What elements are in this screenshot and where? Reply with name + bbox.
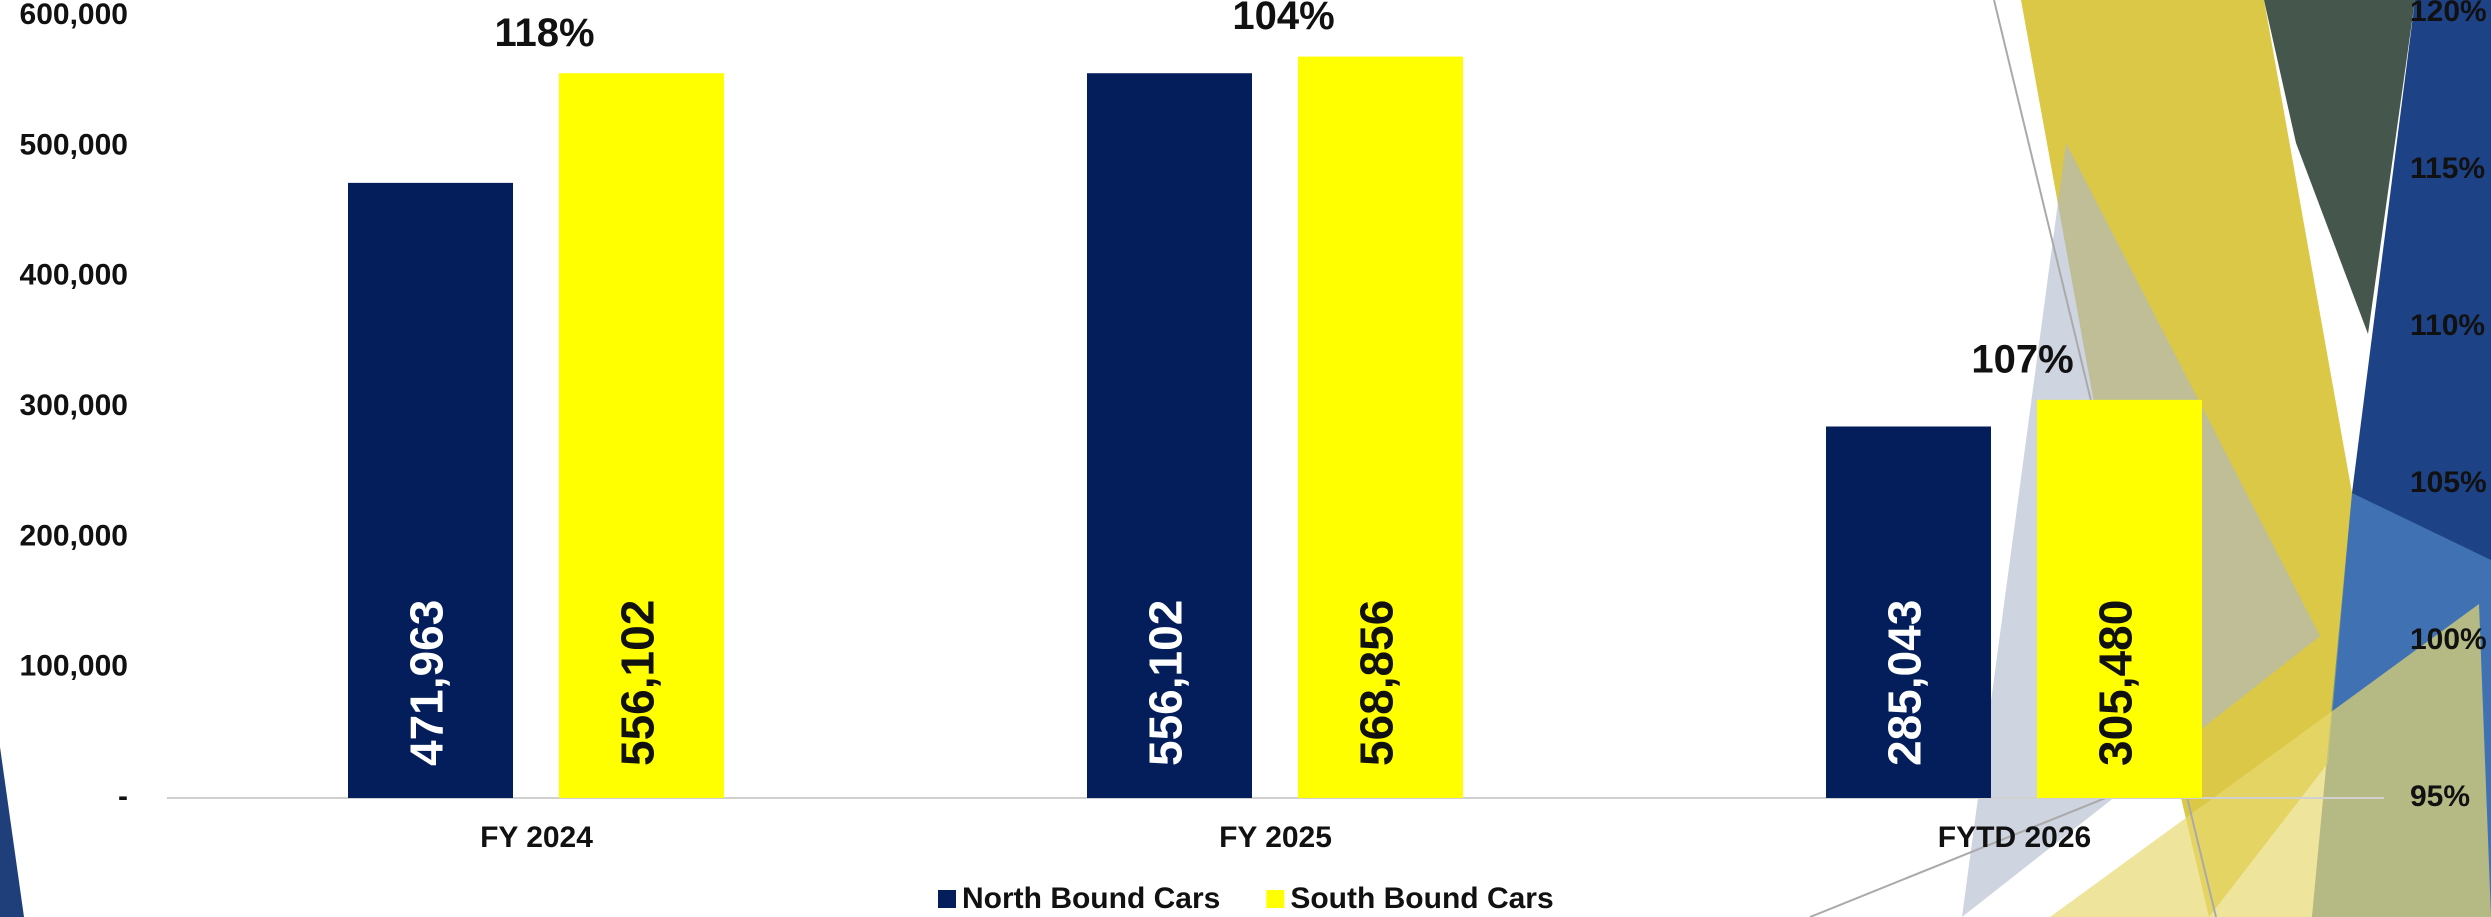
bar <box>1298 56 1463 799</box>
value-label: 305,480 <box>2090 600 2142 766</box>
bar <box>2037 399 2202 798</box>
legend-swatch <box>1266 890 1285 908</box>
x-tick-label: FY 2025 <box>1219 821 1332 854</box>
bar <box>348 182 513 799</box>
legend-label: South Bound Cars <box>1290 882 1553 915</box>
value-label: 568,856 <box>1351 600 1403 766</box>
legend-swatch <box>938 890 956 908</box>
bar <box>1087 73 1252 798</box>
y-tick-label: - <box>118 780 128 813</box>
y-tick-label: 200,000 <box>20 519 128 552</box>
y-tick-label: 400,000 <box>20 259 128 292</box>
bar <box>559 73 724 798</box>
y-tick-label: 600,000 <box>20 0 128 31</box>
value-label: 556,102 <box>612 600 664 766</box>
y2-tick-label: 100% <box>2410 623 2487 656</box>
y2-tick-label: 95% <box>2410 780 2470 813</box>
y2-tick-label: 105% <box>2410 466 2487 499</box>
ratio-label: 104% <box>1232 0 1334 38</box>
plot: - 100,000 200,000 300,000 400,000 500,000 600,… <box>20 0 2487 915</box>
x-tick-label: FYTD 2026 <box>1938 821 2091 854</box>
y-tick-label: 100,000 <box>20 650 128 683</box>
x-tick-label: FY 2024 <box>480 821 593 854</box>
bar <box>1826 426 1991 798</box>
y2-tick-label: 115% <box>2410 152 2485 185</box>
y-tick-label: 500,000 <box>20 128 128 161</box>
legend-label: North Bound Cars <box>962 882 1220 915</box>
value-label: 471,963 <box>401 600 453 766</box>
value-label: 556,102 <box>1140 600 1192 766</box>
ratio-label: 118% <box>494 11 594 55</box>
y2-tick-label: 110% <box>2410 309 2485 342</box>
value-label: 285,043 <box>1879 600 1931 766</box>
y2-tick-label: 120% <box>2410 0 2487 28</box>
y-tick-label: 300,000 <box>20 389 128 422</box>
ratio-label: 107% <box>1971 337 2073 381</box>
